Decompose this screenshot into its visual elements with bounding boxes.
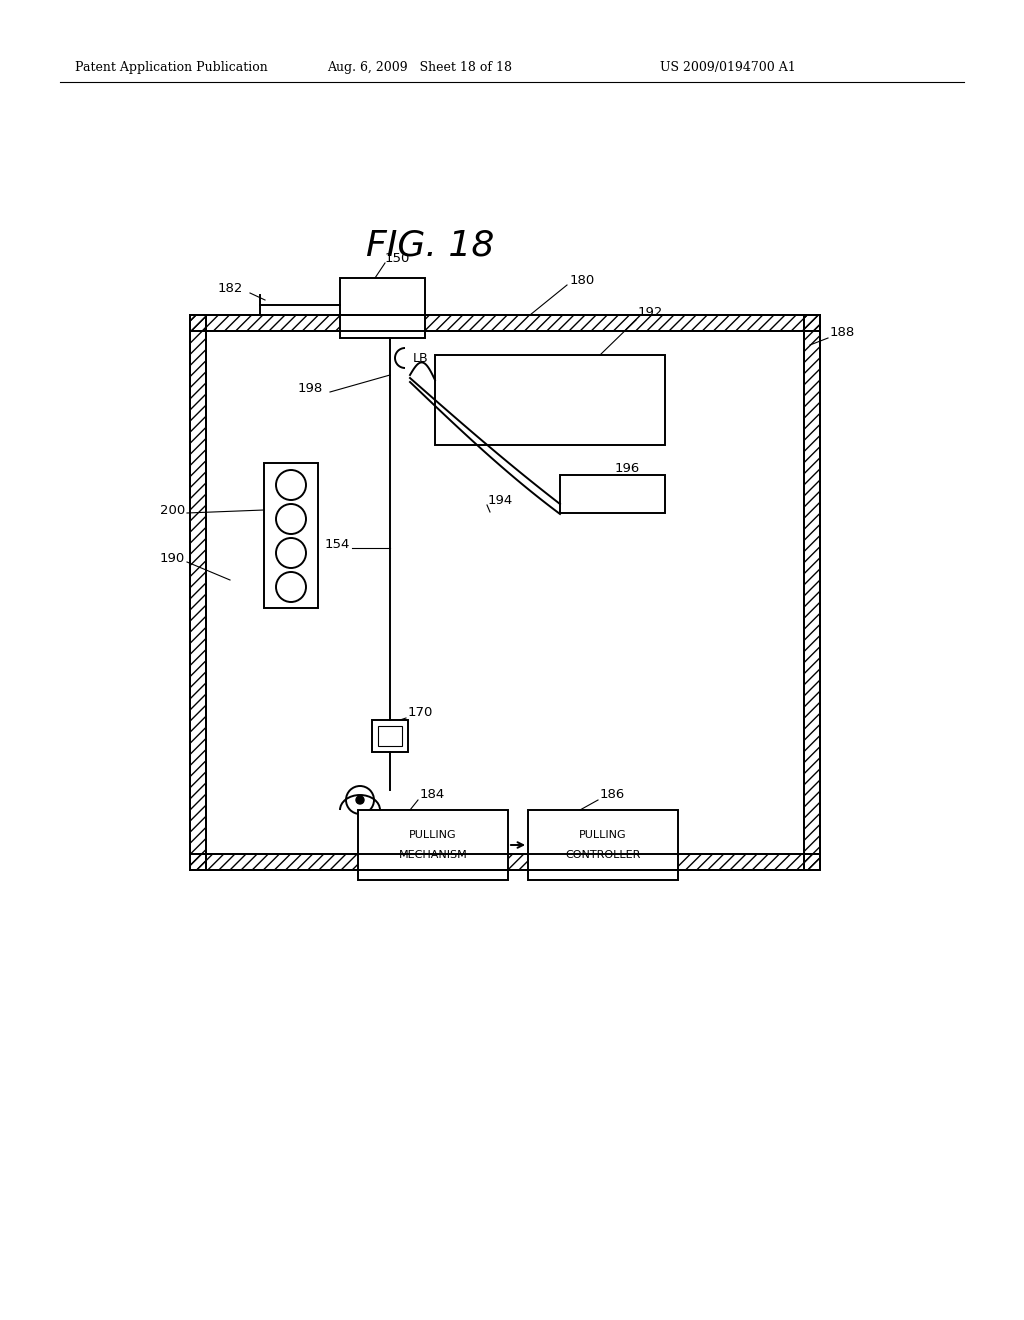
Bar xyxy=(528,810,678,880)
Circle shape xyxy=(276,539,306,568)
Bar xyxy=(804,315,820,870)
Text: PULLING: PULLING xyxy=(580,830,627,840)
Text: 188: 188 xyxy=(830,326,855,338)
Text: 150: 150 xyxy=(385,252,411,264)
Bar xyxy=(435,355,665,445)
Text: PULLING: PULLING xyxy=(410,830,457,840)
Bar xyxy=(378,726,402,746)
Bar xyxy=(372,719,408,752)
Text: 182: 182 xyxy=(218,281,244,294)
Bar xyxy=(190,315,820,331)
Bar xyxy=(190,854,820,870)
Circle shape xyxy=(356,796,364,804)
Text: Aug. 6, 2009   Sheet 18 of 18: Aug. 6, 2009 Sheet 18 of 18 xyxy=(328,62,512,74)
Text: 192: 192 xyxy=(638,306,664,319)
Text: 190: 190 xyxy=(160,552,185,565)
Text: FIG. 18: FIG. 18 xyxy=(366,228,495,261)
Text: 154: 154 xyxy=(325,539,350,552)
Text: 184: 184 xyxy=(420,788,445,801)
Text: 180: 180 xyxy=(570,273,595,286)
Text: 196: 196 xyxy=(615,462,640,474)
Text: 186: 186 xyxy=(600,788,626,801)
Text: 200: 200 xyxy=(160,503,185,516)
Bar xyxy=(358,810,508,880)
Circle shape xyxy=(276,470,306,500)
Text: US 2009/0194700 A1: US 2009/0194700 A1 xyxy=(660,62,796,74)
Bar xyxy=(340,279,425,338)
Text: 198: 198 xyxy=(298,381,324,395)
Circle shape xyxy=(276,572,306,602)
Text: MECHANISM: MECHANISM xyxy=(398,850,467,861)
Bar xyxy=(190,315,206,870)
Text: LB: LB xyxy=(413,351,429,364)
Circle shape xyxy=(346,785,374,814)
Text: 194: 194 xyxy=(488,494,513,507)
Bar xyxy=(560,475,665,513)
Text: Patent Application Publication: Patent Application Publication xyxy=(75,62,267,74)
Text: 170: 170 xyxy=(408,706,433,719)
Text: CONTROLLER: CONTROLLER xyxy=(565,850,641,861)
Circle shape xyxy=(276,504,306,535)
Bar xyxy=(264,463,318,609)
